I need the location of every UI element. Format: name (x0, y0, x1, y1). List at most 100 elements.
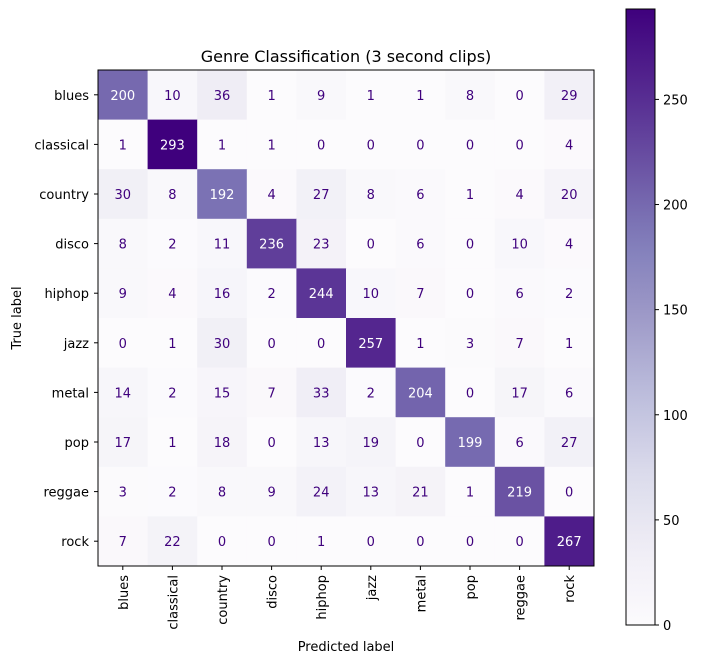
cell-value: 8 (466, 89, 474, 104)
heatmap-cell (296, 516, 347, 567)
heatmap-cell (445, 367, 496, 418)
heatmap-cell (98, 268, 149, 319)
heatmap-cell (98, 169, 149, 220)
cell-value: 19 (363, 436, 380, 451)
heatmap-cell (395, 466, 446, 517)
y-tick-label: jazz (63, 337, 89, 352)
heatmap-cell (395, 367, 446, 418)
cell-value: 6 (416, 188, 424, 203)
cell-value: 0 (466, 138, 474, 153)
cell-value: 27 (313, 188, 330, 203)
heatmap-cell (544, 218, 595, 269)
cell-value: 30 (115, 188, 132, 203)
heatmap-cell (98, 367, 149, 418)
cell-value: 29 (561, 89, 578, 104)
x-axis-ticks: blues classical country disco hiphop jazz meta… (117, 566, 578, 630)
cell-value: 1 (168, 436, 176, 451)
cell-value: 0 (317, 138, 325, 153)
cell-value: 1 (267, 138, 275, 153)
cell-value: 0 (515, 89, 523, 104)
heatmap-cell (98, 119, 149, 170)
cell-value: 4 (267, 188, 275, 203)
cell-value: 0 (416, 436, 424, 451)
heatmap-cell (346, 119, 397, 170)
heatmap-cell (445, 516, 496, 567)
cell-value: 219 (507, 486, 532, 501)
heatmap-cell (98, 417, 149, 468)
heatmap-cell (445, 169, 496, 220)
heatmap-cell (544, 268, 595, 319)
cell-value: 9 (317, 89, 325, 104)
heatmap-cell (98, 516, 149, 567)
heatmap-cell (147, 119, 198, 170)
cell-value: 15 (214, 386, 231, 401)
heatmap-cell (246, 169, 297, 220)
heatmap-cell (445, 119, 496, 170)
cell-value: 3 (466, 337, 474, 352)
heatmap-cell (544, 367, 595, 418)
cell-value: 0 (466, 238, 474, 253)
cell-value: 2 (168, 486, 176, 501)
y-tick-label: reggae (43, 486, 89, 501)
heatmap-cell (246, 466, 297, 517)
heatmap-cell (544, 516, 595, 567)
cell-value: 267 (557, 535, 582, 550)
cell-value: 11 (214, 238, 231, 253)
heatmap-cell (544, 417, 595, 468)
cell-value: 17 (115, 436, 132, 451)
heatmap-cell (246, 268, 297, 319)
cell-value: 8 (119, 238, 127, 253)
cell-value: 9 (119, 287, 127, 302)
heatmap-cell (544, 119, 595, 170)
cell-value: 1 (218, 138, 226, 153)
cell-value: 4 (565, 138, 573, 153)
heatmap-cell (147, 417, 198, 468)
cell-value: 0 (317, 337, 325, 352)
cell-value: 22 (164, 535, 181, 550)
cell-value: 0 (267, 535, 275, 550)
cell-value: 0 (466, 535, 474, 550)
heatmap-cell (494, 119, 545, 170)
heatmap-cell (98, 466, 149, 517)
cell-value: 30 (214, 337, 231, 352)
heatmap-cell (494, 70, 545, 121)
cell-value: 0 (119, 337, 127, 352)
cell-value: 14 (115, 386, 132, 401)
cell-value: 21 (412, 486, 429, 501)
heatmap-cell (395, 318, 446, 369)
cell-value: 17 (511, 386, 528, 401)
heatmap-cell (197, 218, 248, 269)
y-tick-label: pop (65, 436, 89, 451)
cell-value: 7 (416, 287, 424, 302)
cell-value: 2 (565, 287, 573, 302)
colorbar-ticks: 0 50 100 150 200 250 (655, 93, 688, 634)
heatmap-cell (296, 367, 347, 418)
cell-value: 1 (317, 535, 325, 550)
cell-value: 23 (313, 238, 330, 253)
colorbar-tick-label: 200 (663, 199, 688, 214)
heatmap-cell (445, 417, 496, 468)
x-axis-label: Predicted label (298, 640, 395, 655)
heatmap-cell (147, 318, 198, 369)
heatmap-cell (197, 367, 248, 418)
heatmap-cell (494, 268, 545, 319)
heatmap-cell (197, 318, 248, 369)
cell-value: 2 (367, 386, 375, 401)
heatmap-cell (346, 466, 397, 517)
heatmap-cell (197, 417, 248, 468)
heatmap-cell (246, 516, 297, 567)
heatmap-cell (147, 367, 198, 418)
cell-value: 7 (119, 535, 127, 550)
cell-value: 4 (515, 188, 523, 203)
heatmap-cell (346, 268, 397, 319)
cell-value: 2 (267, 287, 275, 302)
cell-value: 1 (367, 89, 375, 104)
heatmap-cell (445, 318, 496, 369)
x-tick-label: classical (166, 575, 181, 630)
cell-value: 1 (565, 337, 573, 352)
x-tick-label: jazz (365, 575, 380, 601)
heatmap-cell-values: 200 10 36 1 9 1 1 8 0 291 293 1 1 0 0 0 0 0 430 8 192 4 27 8 6 1 4… (110, 89, 581, 550)
heatmap-cell (346, 417, 397, 468)
cell-value: 13 (363, 486, 380, 501)
cell-value: 1 (416, 89, 424, 104)
